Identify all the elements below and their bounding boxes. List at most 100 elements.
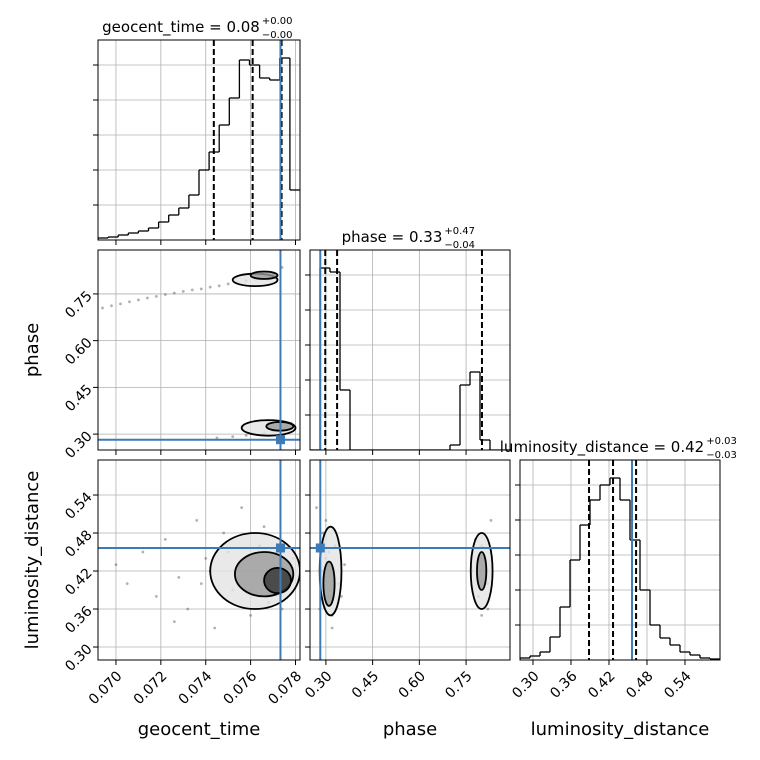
sample-point <box>222 531 226 535</box>
sample-point <box>101 306 104 310</box>
sample-point <box>181 290 185 293</box>
contour <box>263 566 292 595</box>
y-tick-label: 0.75 <box>62 288 95 321</box>
sample-point <box>489 518 493 522</box>
sample-point <box>244 433 248 437</box>
panel <box>520 460 720 660</box>
truth-marker <box>315 543 325 553</box>
x-tick-label: 0.45 <box>349 668 382 701</box>
truth-marker <box>275 435 285 445</box>
contour <box>476 551 488 591</box>
panel-frame <box>97 39 301 241</box>
x-tick-label: 0.48 <box>623 668 656 701</box>
x-tick-label: 0.076 <box>221 668 261 708</box>
sample-point <box>172 291 176 295</box>
x-tick-label: 0.072 <box>131 668 171 708</box>
panel <box>310 460 510 660</box>
contour <box>249 270 279 280</box>
sample-point <box>172 620 176 624</box>
sample-point <box>340 594 343 598</box>
panel-frame <box>97 459 301 661</box>
sample-point <box>119 302 122 306</box>
sample-point <box>186 607 190 611</box>
panel <box>310 250 510 450</box>
sample-point <box>154 594 158 598</box>
y-axis-label: luminosity_distance <box>22 471 43 650</box>
sample-point <box>315 506 318 510</box>
sample-point <box>231 435 235 439</box>
title-upper: +0.47 <box>444 226 475 237</box>
sample-point <box>163 537 167 541</box>
title-lower: −0.00 <box>262 30 293 41</box>
sample-point <box>128 300 131 304</box>
sample-point <box>321 531 325 535</box>
sample-point <box>195 518 199 522</box>
x-tick-label: 0.42 <box>585 668 618 701</box>
sample-point <box>226 282 230 286</box>
panel-frame <box>309 459 511 661</box>
y-tick-label: 0.30 <box>62 641 95 674</box>
sample-point <box>177 575 181 579</box>
sample-point <box>137 298 140 302</box>
panel-frame <box>97 249 301 451</box>
sample-point <box>343 563 346 567</box>
contour <box>322 560 336 607</box>
sample-point <box>199 287 203 291</box>
sample-point <box>480 613 484 617</box>
y-tick-label: 0.45 <box>62 382 95 415</box>
x-tick-label: 0.30 <box>509 668 542 701</box>
y-tick-label: 0.54 <box>62 489 95 522</box>
x-tick-label: 0.36 <box>547 668 580 701</box>
x-tick-label: 0.070 <box>86 668 126 708</box>
title-upper: +0.03 <box>706 436 737 447</box>
x-tick-label: 0.078 <box>265 668 305 708</box>
sample-point <box>213 626 217 630</box>
sample-point <box>141 550 145 554</box>
panel-title: luminosity_distance = 0.42 <box>500 438 704 457</box>
sample-point <box>154 295 158 298</box>
sample-point <box>215 436 219 440</box>
sample-point <box>217 284 221 288</box>
x-tick-label: 0.60 <box>396 668 429 701</box>
panel <box>98 40 300 240</box>
x-axis-label: phase <box>383 719 437 740</box>
sample-point <box>125 582 129 586</box>
panel <box>98 250 300 450</box>
panel-title: phase = 0.33 <box>342 228 443 246</box>
panel <box>98 460 300 660</box>
y-tick-label: 0.48 <box>62 527 95 560</box>
x-tick-label: 0.75 <box>442 668 475 701</box>
sample-point <box>208 285 212 289</box>
x-tick-label: 0.54 <box>661 668 694 701</box>
sample-point <box>330 626 334 630</box>
sample-point <box>110 304 113 308</box>
sample-point <box>114 563 118 567</box>
sample-point <box>324 518 328 522</box>
panel-frame <box>309 249 511 451</box>
sample-point <box>199 582 203 586</box>
panel-title: geocent_time = 0.08 <box>102 18 260 37</box>
sample-point <box>190 288 194 292</box>
x-tick-label: 0.074 <box>176 668 216 708</box>
y-axis-label: phase <box>22 323 43 377</box>
sample-point <box>240 506 244 510</box>
sample-point <box>486 607 490 611</box>
y-tick-label: 0.42 <box>62 565 95 598</box>
title-lower: −0.04 <box>444 240 475 251</box>
x-tick-label: 0.30 <box>302 668 335 701</box>
title-lower: −0.03 <box>706 450 737 461</box>
y-tick-label: 0.60 <box>62 335 95 368</box>
truth-marker <box>275 543 285 553</box>
sample-point <box>145 296 149 300</box>
sample-point <box>163 293 167 296</box>
x-axis-label: luminosity_distance <box>531 719 710 740</box>
sample-point <box>262 525 266 529</box>
sample-point <box>249 613 253 617</box>
title-upper: +0.00 <box>262 16 293 27</box>
y-tick-label: 0.36 <box>62 603 95 636</box>
y-tick-label: 0.30 <box>62 428 95 461</box>
x-axis-label: geocent_time <box>138 719 261 740</box>
sample-point <box>204 556 208 560</box>
panel-frame <box>519 459 721 661</box>
